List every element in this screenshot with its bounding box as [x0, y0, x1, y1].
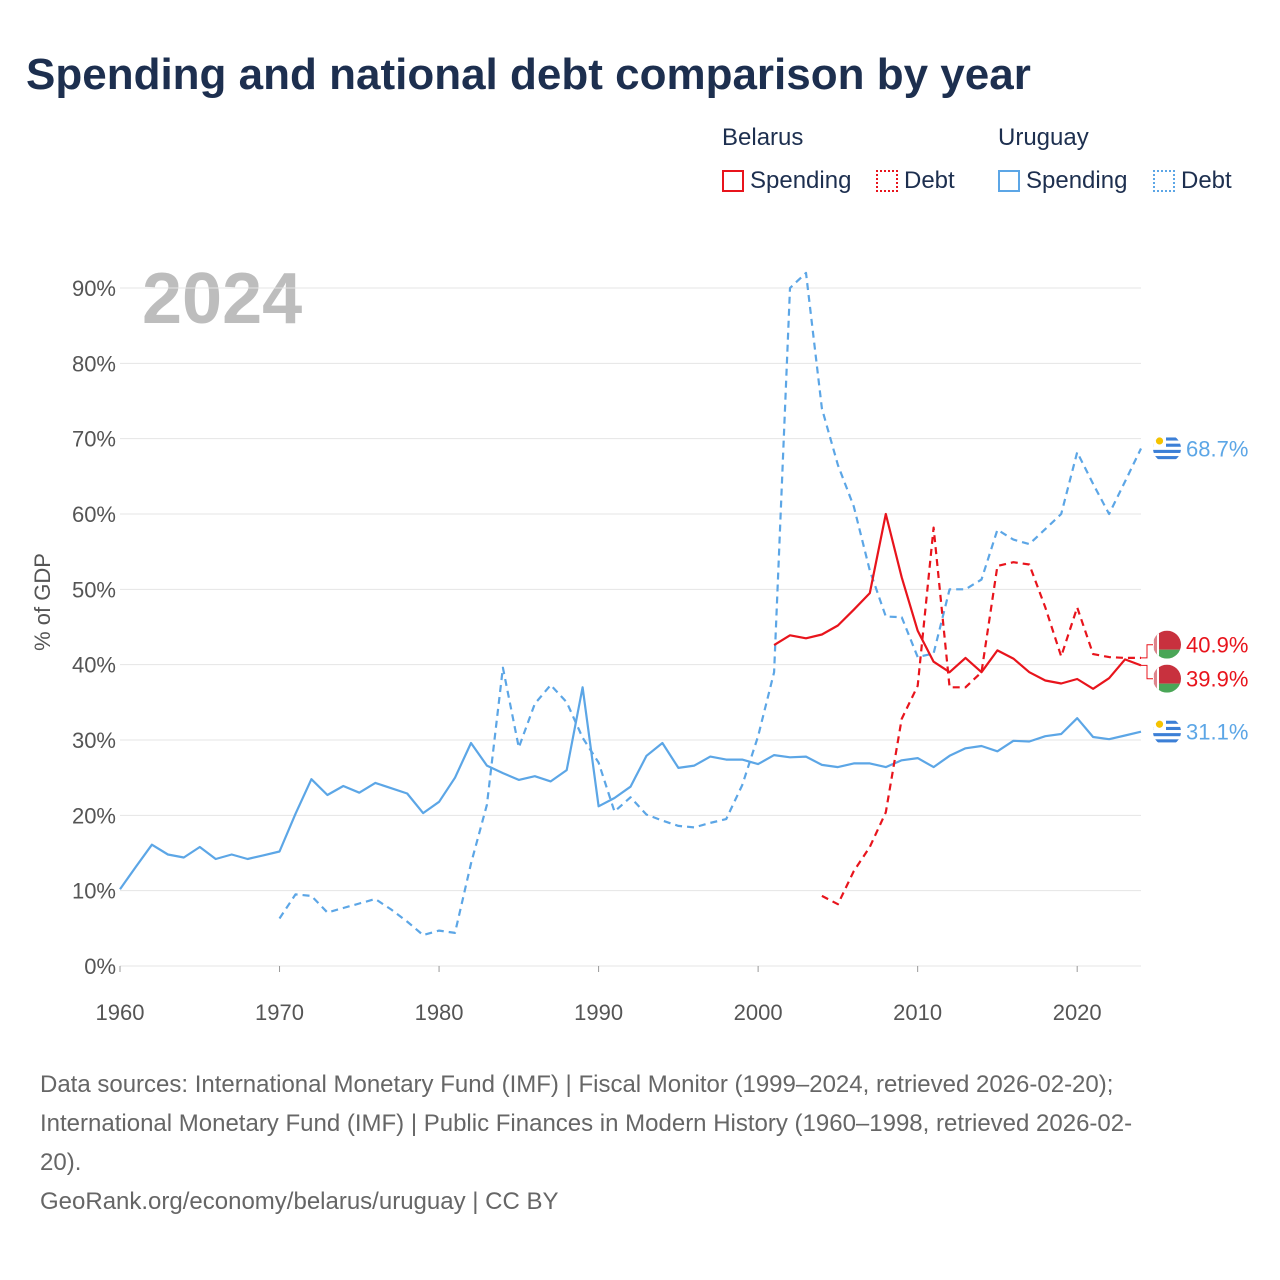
- y-tick-label: 50%: [72, 577, 116, 602]
- x-tick-label: 1970: [255, 1000, 304, 1025]
- legend-belarus-spending-label: Spending: [750, 167, 852, 194]
- label-connector: [1141, 644, 1153, 659]
- legend-belarus-debt-label: Debt: [904, 167, 955, 194]
- dotted-line-swatch-icon: [1153, 170, 1175, 192]
- x-tick-label: 1980: [415, 1000, 464, 1025]
- sources-line-3: 20).: [40, 1149, 82, 1176]
- belarus-spending-line: [773, 512, 1142, 690]
- end-value-label: 39.9%: [1186, 667, 1248, 692]
- legend-uruguay-label: Uruguay: [998, 124, 1089, 151]
- y-tick-label: 30%: [72, 728, 116, 753]
- solid-line-swatch-icon: [998, 170, 1020, 192]
- end-value-label: 31.1%: [1186, 720, 1248, 745]
- x-tick-label: 1990: [574, 1000, 623, 1025]
- year-watermark: 2024: [142, 259, 302, 339]
- solid-line-swatch-icon: [722, 170, 744, 192]
- belarus-debt-line: [821, 526, 1141, 906]
- end-value-label: 68.7%: [1186, 436, 1248, 461]
- legend-uruguay-spending-label: Spending: [1026, 167, 1128, 194]
- y-tick-label: 80%: [72, 351, 116, 376]
- uruguay-flag-icon: [1153, 434, 1181, 463]
- footer-sources: Data sources: International Monetary Fun…: [40, 1065, 1250, 1221]
- x-tick-label: 2000: [734, 1000, 783, 1025]
- y-tick-label: 10%: [72, 879, 116, 904]
- uruguay-flag-icon: [1153, 717, 1181, 746]
- attribution-link[interactable]: GeoRank.org/economy/belarus/uruguay | CC…: [40, 1188, 559, 1215]
- belarus-flag-icon: [1153, 630, 1181, 659]
- sources-line-1: Data sources: International Monetary Fun…: [40, 1071, 1114, 1098]
- x-tick-label: 2010: [893, 1000, 942, 1025]
- y-tick-label: 20%: [72, 803, 116, 828]
- legend-belarus-label: Belarus: [722, 124, 804, 151]
- line-chart: 2024 0% 10% 20% 30% 40% 50% 60% 70% 80% 90% 1960 197…: [30, 259, 1248, 1025]
- legend-belarus-debt[interactable]: Debt: [876, 164, 955, 198]
- x-tick-label: 1960: [96, 1000, 145, 1025]
- y-tick-label: 90%: [72, 276, 116, 301]
- y-tick-label: 70%: [72, 427, 116, 452]
- dotted-line-swatch-icon: [876, 170, 898, 192]
- end-value-label: 40.9%: [1186, 633, 1248, 658]
- legend-uruguay-debt[interactable]: Debt: [1153, 164, 1232, 198]
- chart-title: Spending and national debt comparison by…: [26, 50, 1031, 99]
- uruguay-spending-line: [119, 686, 1142, 890]
- sources-line-2: International Monetary Fund (IMF) | Publ…: [40, 1110, 1133, 1137]
- legend-belarus-spending[interactable]: Spending: [722, 164, 851, 198]
- legend-uruguay-spending[interactable]: Spending: [998, 164, 1127, 198]
- y-tick-label: 0%: [84, 954, 116, 979]
- uruguay-debt-line: [278, 271, 1142, 937]
- y-tick-label: 60%: [72, 502, 116, 527]
- y-axis-label: % of GDP: [30, 553, 55, 651]
- legend-uruguay-debt-label: Debt: [1181, 167, 1232, 194]
- belarus-flag-icon: [1153, 664, 1181, 693]
- y-tick-label: 40%: [72, 653, 116, 678]
- label-connector: [1141, 664, 1153, 680]
- x-tick-label: 2020: [1053, 1000, 1102, 1025]
